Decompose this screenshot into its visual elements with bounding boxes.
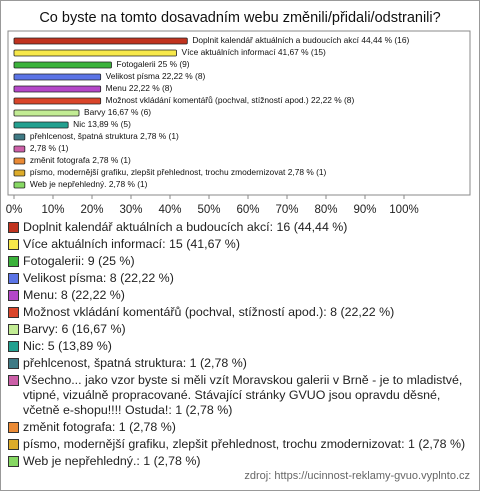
bar	[13, 169, 26, 177]
bar	[13, 133, 26, 141]
chart-title: Co byste na tomto dosavadním webu změnil…	[39, 10, 440, 26]
x-tick-label: 40%	[158, 204, 181, 216]
legend-swatch	[8, 273, 19, 284]
value-label: písmo, modernější grafiku, zlepšit přehl…	[30, 167, 327, 177]
bar	[13, 61, 112, 69]
legend-swatch	[8, 439, 19, 450]
legend-label: Více aktuálních informací: 15 (41,67 %)	[23, 237, 240, 251]
value-label: změnit fotografa 2,78 % (1)	[30, 155, 131, 165]
legend-item: Nic: 5 (13,89 %)	[8, 339, 470, 354]
legend-item: Možnost vkládání komentářů (pochval, stí…	[8, 305, 470, 320]
x-tick-label: 60%	[236, 204, 259, 216]
value-label: Menu 22,22 % (8)	[106, 83, 173, 93]
legend-label: Fotogalerii: 9 (25 %)	[23, 254, 135, 268]
bar	[13, 109, 80, 117]
value-label: Fotogalerii 25 % (9)	[117, 59, 190, 69]
x-tick-label: 20%	[80, 204, 103, 216]
legend-item: Barvy: 6 (16,67 %)	[8, 322, 470, 337]
legend-swatch	[8, 239, 19, 250]
value-label: Více aktuálních informací 41,67 % (15)	[182, 47, 327, 57]
value-label: Velikost písma 22,22 % (8)	[106, 71, 206, 81]
legend-item: Doplnit kalendář aktuálních a budoucích …	[8, 220, 470, 235]
legend-item: Menu: 8 (22,22 %)	[8, 288, 470, 303]
legend-swatch	[8, 256, 19, 267]
legend-label: Možnost vkládání komentářů (pochval, stí…	[23, 305, 395, 319]
legend-label: písmo, modernější grafiku, zlepšit přehl…	[23, 437, 466, 451]
value-label: Možnost vkládání komentářů (pochval, stí…	[106, 95, 355, 105]
value-label: Barvy 16,67 % (6)	[84, 107, 151, 117]
legend-label: Barvy: 6 (16,67 %)	[23, 322, 126, 336]
x-tick-label: 50%	[197, 204, 220, 216]
legend-label: přehlcenost, špatná struktura: 1 (2,78 %…	[23, 356, 247, 370]
legend-label: Menu: 8 (22,22 %)	[23, 288, 125, 302]
x-tick-label: 0%	[6, 204, 23, 216]
x-tick-label: 30%	[119, 204, 142, 216]
x-tick-label: 80%	[314, 204, 337, 216]
legend-swatch	[8, 222, 19, 233]
legend-swatch	[8, 307, 19, 318]
legend-swatch	[8, 375, 19, 386]
value-label: 2,78 % (1)	[30, 143, 69, 153]
legend-swatch	[8, 290, 19, 301]
bar	[13, 49, 177, 57]
plot-frame	[7, 30, 471, 196]
chart: Co byste na tomto dosavadním webu změnil…	[6, 10, 471, 216]
bar	[13, 37, 188, 45]
legend-label: Web je nepřehledný.: 1 (2,78 %)	[23, 454, 201, 468]
legend-swatch	[8, 422, 19, 433]
legend-label: Velikost písma: 8 (22,22 %)	[23, 271, 174, 285]
legend-label: Doplnit kalendář aktuálních a budoucích …	[23, 220, 348, 234]
legend-item: Web je nepřehledný.: 1 (2,78 %)	[8, 454, 470, 469]
value-label: přehlcenost, špatná struktura 2,78 % (1)	[30, 131, 179, 141]
legend-swatch	[8, 341, 19, 352]
bar	[13, 97, 102, 105]
value-label: Nic 13,89 % (5)	[73, 119, 131, 129]
bar	[13, 145, 26, 153]
legend-swatch	[8, 358, 19, 369]
legend-label: Všechno... jako vzor byste si měli vzít …	[23, 373, 463, 417]
bar	[13, 85, 102, 93]
value-label: Doplnit kalendář aktuálních a budoucích …	[192, 35, 409, 45]
source: zdroj: https://ucinnost-reklamy-gvuo.vyp…	[244, 470, 470, 482]
legend-item: Velikost písma: 8 (22,22 %)	[8, 271, 470, 286]
x-tick-label: 90%	[353, 204, 376, 216]
legend-swatch	[8, 324, 19, 335]
legend-item: přehlcenost, špatná struktura: 1 (2,78 %…	[8, 356, 470, 371]
legend-label: Nic: 5 (13,89 %)	[23, 339, 112, 353]
legend-item: Fotogalerii: 9 (25 %)	[8, 254, 470, 269]
x-tick-label: 10%	[41, 204, 64, 216]
bar	[13, 73, 102, 81]
bar	[13, 121, 69, 129]
bar	[13, 157, 26, 165]
x-tick-label: 70%	[275, 204, 298, 216]
legend: Doplnit kalendář aktuálních a budoucích …	[8, 220, 470, 471]
legend-label: změnit fotografa: 1 (2,78 %)	[23, 420, 176, 434]
x-tick-label: 100%	[389, 204, 418, 216]
legend-item: změnit fotografa: 1 (2,78 %)	[8, 420, 470, 435]
value-label: Web je nepřehledný. 2,78 % (1)	[30, 179, 148, 189]
bar	[13, 181, 26, 189]
legend-item: Všechno... jako vzor byste si měli vzít …	[8, 373, 470, 418]
legend-item: písmo, modernější grafiku, zlepšit přehl…	[8, 437, 470, 452]
legend-item: Více aktuálních informací: 15 (41,67 %)	[8, 237, 470, 252]
legend-swatch	[8, 456, 19, 467]
